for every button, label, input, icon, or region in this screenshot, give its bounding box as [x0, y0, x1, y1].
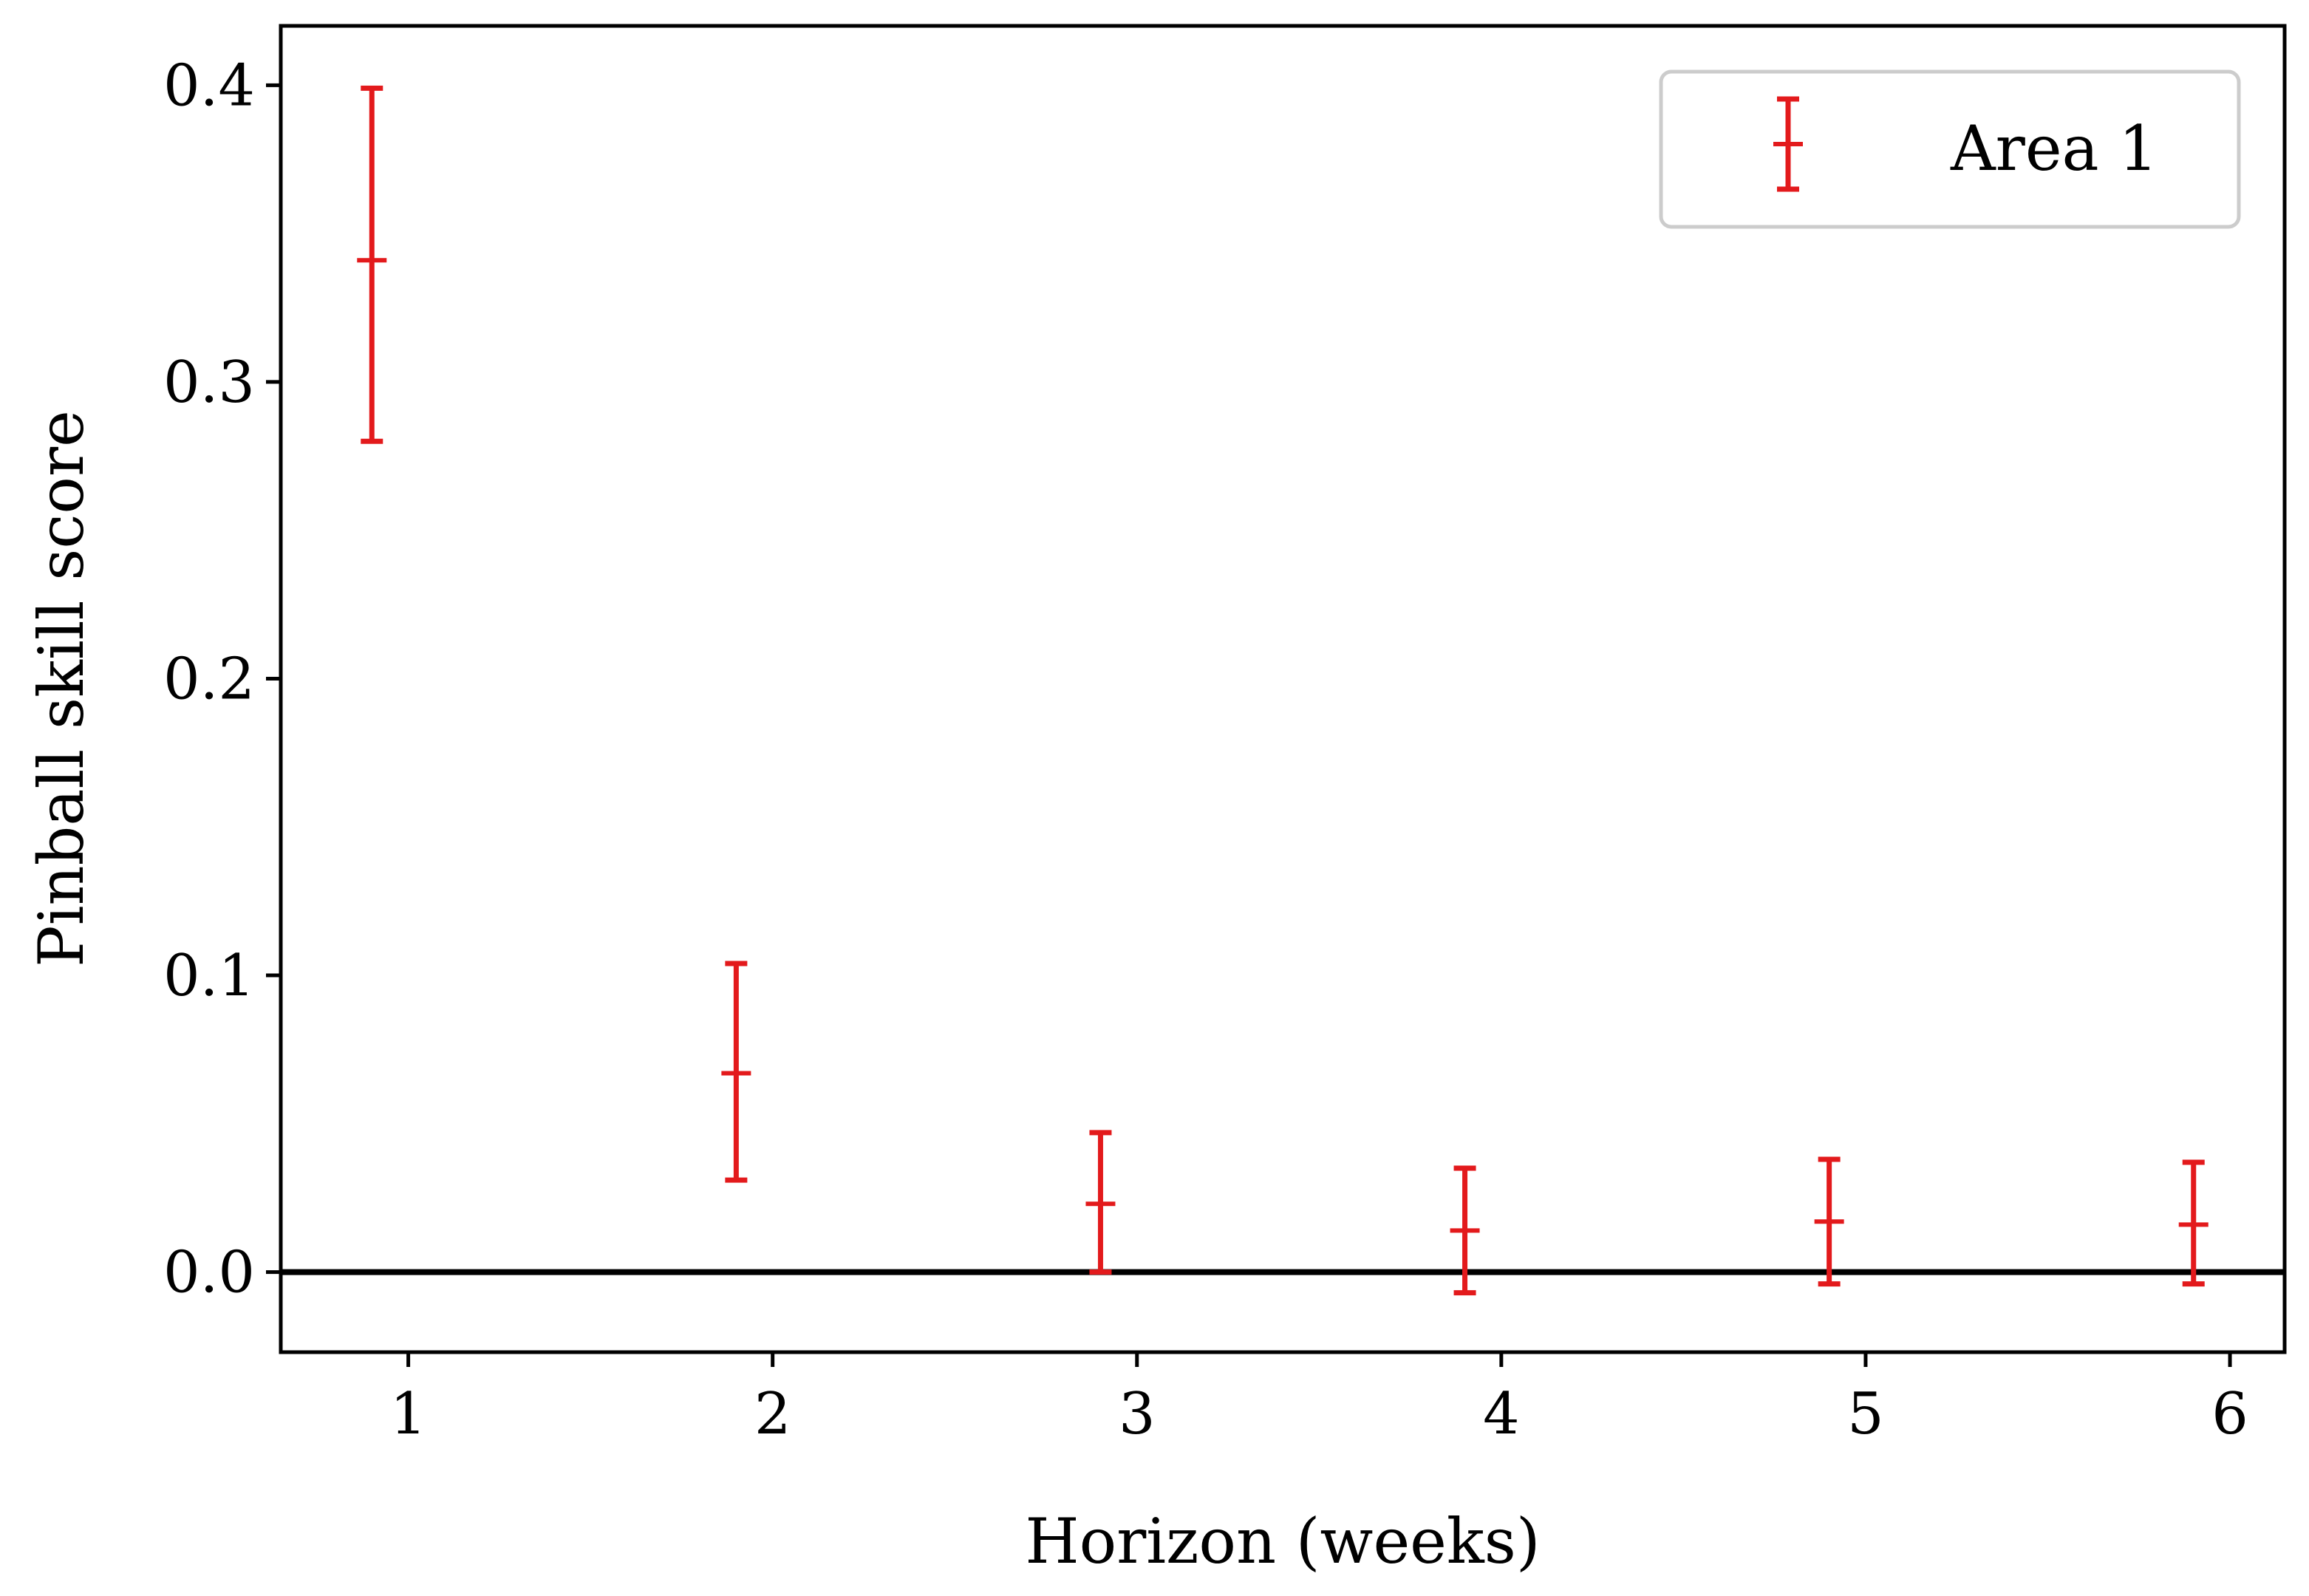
x-tick-label: 1 [390, 1381, 427, 1447]
errorbar-point [1085, 1130, 1116, 1275]
x-tick-label: 3 [1119, 1381, 1156, 1447]
x-tick-label: 6 [2211, 1381, 2248, 1447]
y-axis: 0.0 0.1 0.2 0.3 0.4 [163, 52, 281, 1306]
x-axis: 1 2 3 4 5 6 [390, 1352, 2248, 1447]
x-tick-label: 5 [1847, 1381, 1884, 1447]
x-axis-label: Horizon (weeks) [1025, 1505, 1540, 1578]
y-axis-label: Pinball skill score [25, 410, 98, 967]
errorbar-point [357, 85, 387, 444]
x-tick-label: 2 [754, 1381, 791, 1447]
legend: Area 1 [1659, 69, 2241, 229]
plot-area [279, 24, 2287, 1354]
errorbar-point [1450, 1165, 1480, 1296]
errorbar-point [2178, 1159, 2209, 1287]
errorbar-point [721, 961, 751, 1183]
y-tick-label: 0.4 [163, 52, 255, 119]
legend-frame [1659, 69, 2241, 229]
y-tick-label: 0.0 [163, 1240, 255, 1306]
x-tick-label: 4 [1483, 1381, 1520, 1447]
y-tick-label: 0.3 [163, 349, 255, 416]
series-layer [357, 85, 2209, 1296]
legend-errorbar-marker [1773, 96, 1803, 192]
y-tick-label: 0.1 [163, 943, 255, 1009]
y-tick-label: 0.2 [163, 646, 255, 712]
legend-label: Area 1 [1950, 112, 2158, 185]
errorbar-point [1814, 1156, 1844, 1287]
